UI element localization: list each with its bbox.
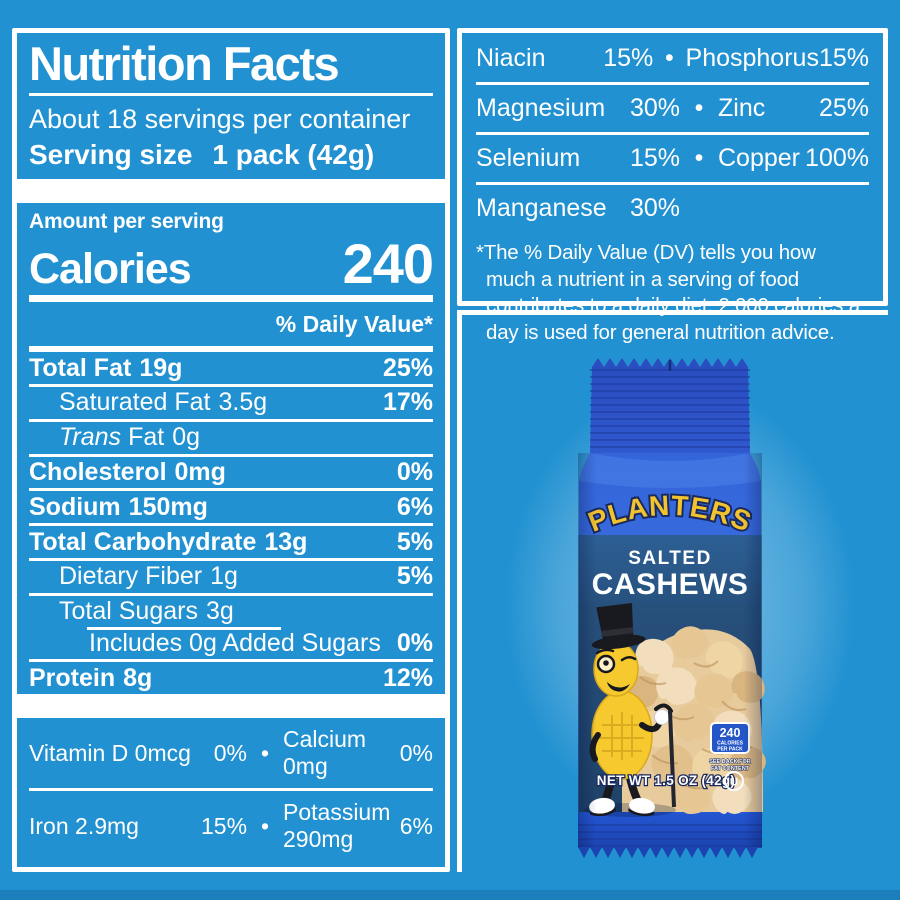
micronutrient-daily-value: 0%	[213, 739, 247, 766]
mineral-rows: Niacin 15% • Phosphorus 15% Magnesium 30…	[476, 35, 869, 232]
micronutrient-daily-value: 15%	[201, 812, 248, 839]
nutrient-name: Cholesterol 0mg	[29, 457, 226, 486]
nutrient-daily-value: 12%	[382, 663, 433, 692]
mineral-daily-value: 30%	[629, 194, 680, 222]
nutrition-facts-panel: Nutrition Facts About 18 servings per co…	[12, 28, 450, 872]
nutrient-rows: Total Fat 19g 25% Saturated Fat 3.5g 17% T…	[29, 349, 433, 694]
minerals-panel: Niacin 15% • Phosphorus 15% Magnesium 30…	[457, 28, 888, 344]
micronutrient-daily-value: 6%	[399, 812, 433, 839]
mineral-row: Magnesium 30% • Zinc 25%	[476, 82, 869, 132]
serving-size-label: Serving size	[29, 139, 193, 171]
amount-per-serving-label: Amount per serving	[29, 210, 224, 234]
nutrient-row: Includes 0g Added Sugars 0%	[29, 626, 433, 660]
bullet-separator: •	[694, 144, 704, 172]
nutrient-name: Total Carbohydrate 13g	[29, 527, 308, 556]
nutrient-row: Total Fat 19g 25%	[29, 349, 433, 384]
nutrient-row: Total Sugars 3g	[29, 592, 433, 628]
mineral-row: Manganese 30%	[476, 182, 869, 232]
nutrient-row: Dietary Fiber 1g 5%	[29, 557, 433, 593]
nutrient-daily-value: 5%	[396, 527, 433, 556]
bullet-separator: •	[694, 94, 704, 122]
mineral-name: Zinc	[718, 94, 766, 122]
mineral-daily-value: 15%	[818, 44, 869, 72]
mineral-name: Phosphorus	[685, 44, 819, 72]
calories-row: Calories 240	[29, 232, 434, 296]
serving-size-row: Serving size 1 pack (42g)	[29, 139, 433, 171]
nutrient-name: Sodium 150mg	[29, 492, 208, 521]
mineral-daily-value: 30%	[629, 94, 680, 122]
micronutrient-name: Potassium 290mg	[283, 799, 391, 852]
mineral-name: Niacin	[476, 44, 546, 72]
micronutrient-daily-value: 0%	[399, 739, 433, 766]
mineral-name: Manganese	[476, 194, 607, 222]
mineral-name: Copper	[718, 144, 800, 172]
nutrient-name: Total Fat 19g	[29, 353, 183, 382]
servings-per-container: About 18 servings per container	[29, 103, 411, 134]
background-bottom-shade	[0, 890, 900, 900]
nutrient-name: Protein 8g	[29, 663, 153, 692]
nutrient-daily-value: 6%	[396, 492, 433, 521]
micronutrient-row: Vitamin D 0mcg 0% • Calcium 0mg 0%	[29, 718, 433, 788]
nutrient-row: Protein 8g 12%	[29, 659, 433, 694]
bullet-separator: •	[260, 739, 270, 766]
nutrient-daily-value: 0%	[396, 628, 433, 657]
nutrient-name: Includes 0g Added Sugars	[89, 628, 381, 657]
micronutrient-row: Iron 2.9mg 15% • Potassium 290mg 6%	[29, 788, 433, 861]
nutrient-daily-value: 17%	[382, 388, 433, 417]
pack-top-crimp	[590, 358, 750, 453]
mineral-daily-value: 100%	[805, 144, 869, 172]
nutrient-daily-value: 0%	[396, 457, 433, 486]
calories-divider	[29, 295, 433, 303]
nutrient-daily-value: 25%	[382, 353, 433, 382]
title-divider	[29, 92, 433, 96]
nutrient-row: Total Carbohydrate 13g 5%	[29, 523, 433, 558]
nutrition-facts-title: Nutrition Facts	[29, 37, 340, 90]
calories-label: Calories	[29, 245, 192, 294]
mineral-row: Selenium 15% • Copper 100%	[476, 132, 869, 182]
nutrient-daily-value: 5%	[396, 562, 433, 591]
mineral-daily-value: 15%	[603, 44, 654, 72]
mineral-name: Magnesium	[476, 94, 606, 122]
daily-value-header: % Daily Value*	[29, 304, 433, 350]
micronutrient-rows: Vitamin D 0mcg 0% • Calcium 0mg 0% Iron …	[29, 718, 433, 861]
mineral-name: Selenium	[476, 144, 581, 172]
nutrient-row: Sodium 150mg 6%	[29, 488, 433, 523]
daily-value-footnote: *The % Daily Value (DV) tells you how mu…	[476, 241, 860, 344]
calories-value: 240	[342, 232, 434, 296]
thick-separator-bar	[17, 694, 445, 718]
nutrient-row: Trans Fat 0g	[29, 418, 433, 454]
bullet-separator: •	[260, 812, 270, 839]
nutrient-name: Trans Fat 0g	[59, 423, 200, 452]
nutrient-name: Dietary Fiber 1g	[59, 562, 238, 591]
mineral-daily-value: 15%	[629, 144, 680, 172]
nutrient-name: Total Sugars 3g	[59, 597, 234, 626]
product-pack-image: PLANTERS SALTED CASHEWS	[578, 358, 770, 858]
product-showcase-frame: PLANTERS SALTED CASHEWS	[457, 310, 888, 872]
micronutrient-name: Vitamin D 0mcg	[29, 739, 191, 766]
nutrient-row: Cholesterol 0mg 0%	[29, 453, 433, 489]
serving-size-value: 1 pack (42g)	[212, 139, 375, 171]
bullet-separator: •	[665, 44, 674, 72]
mineral-daily-value: 25%	[818, 94, 869, 122]
micronutrient-name: Iron 2.9mg	[29, 812, 139, 839]
thick-separator-bar	[17, 179, 445, 204]
mineral-row: Niacin 15% • Phosphorus 15%	[476, 35, 869, 82]
nutrient-row: Saturated Fat 3.5g 17%	[29, 384, 433, 419]
micronutrient-name: Calcium 0mg	[283, 726, 367, 779]
nutrient-name: Saturated Fat 3.5g	[59, 388, 268, 417]
